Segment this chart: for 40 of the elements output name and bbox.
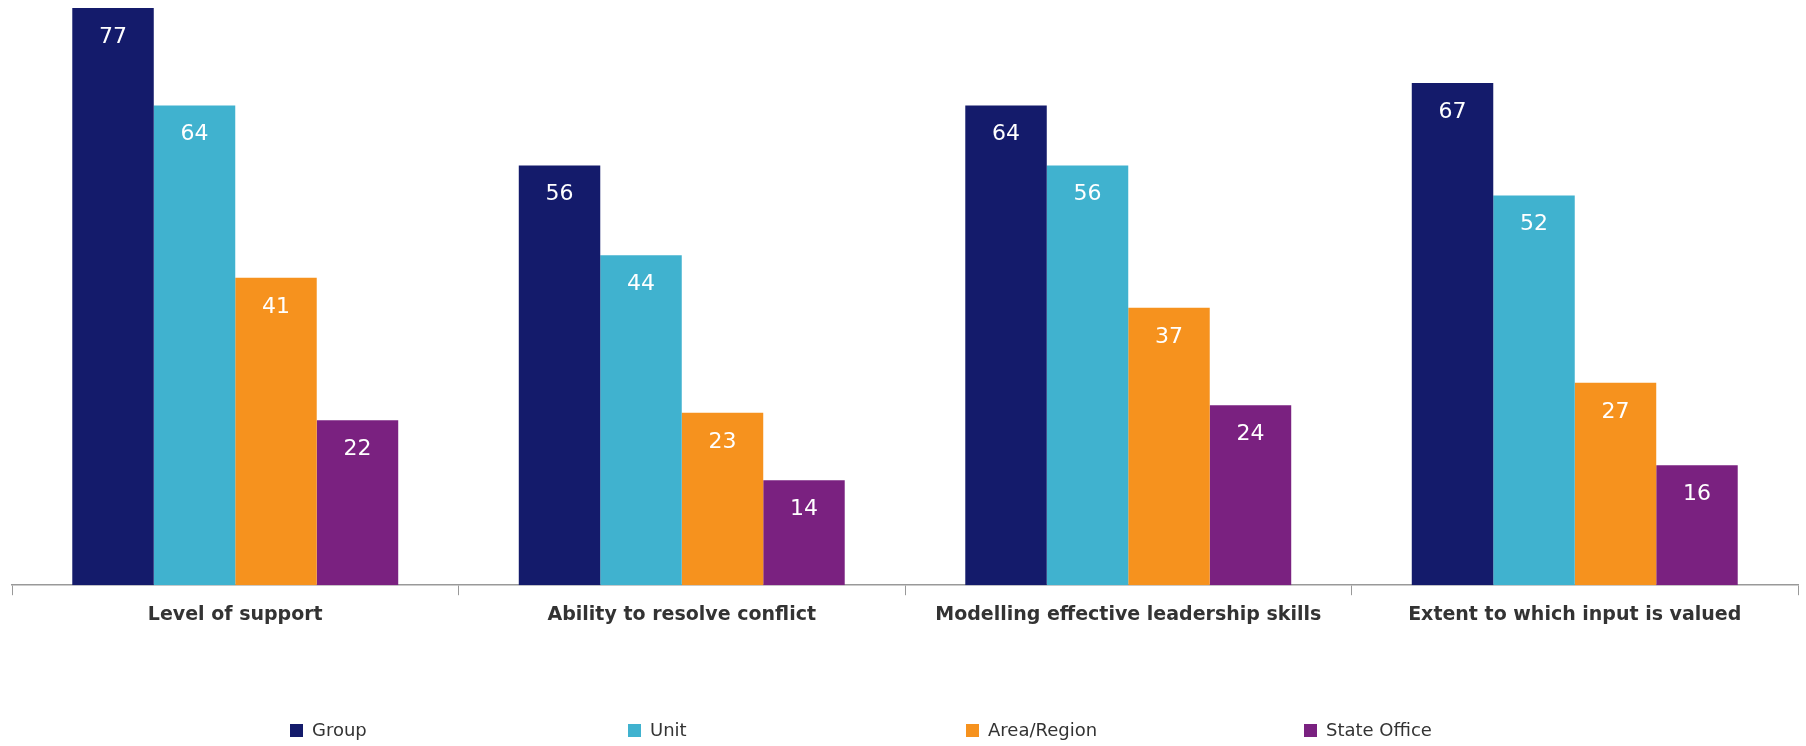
bar <box>1411 82 1494 586</box>
bar <box>681 412 764 586</box>
bar <box>72 8 154 586</box>
legend-label: State Office <box>1326 718 1432 740</box>
x-tick-label: Modelling effective leadership skills <box>935 601 1322 624</box>
bar <box>1574 382 1657 586</box>
data-label: 37 <box>1154 322 1183 348</box>
legend-label: Area/Region <box>988 718 1098 740</box>
legend-label: Unit <box>650 718 687 740</box>
bar <box>235 277 317 586</box>
bar <box>518 165 601 586</box>
data-label: 27 <box>1601 397 1630 423</box>
data-label: 64 <box>180 120 209 146</box>
data-label: 22 <box>343 435 372 460</box>
bar <box>965 105 1047 586</box>
data-label: 24 <box>1236 420 1265 446</box>
data-label: 52 <box>1520 210 1549 236</box>
x-tick-label: Level of support <box>147 601 323 624</box>
bar <box>153 105 236 586</box>
data-label: 41 <box>261 292 290 318</box>
bar <box>1493 195 1575 586</box>
data-label: 56 <box>1073 180 1102 206</box>
bar <box>316 420 399 586</box>
bar <box>600 255 682 586</box>
data-label: 56 <box>545 180 574 206</box>
data-label: 64 <box>992 120 1021 146</box>
bar <box>1209 405 1292 586</box>
bar <box>763 480 845 586</box>
data-label: 44 <box>627 270 656 296</box>
x-tick-label: Extent to which input is valued <box>1408 601 1742 624</box>
bar <box>1128 307 1210 586</box>
data-label: 67 <box>1438 97 1467 123</box>
data-label: 77 <box>99 22 128 48</box>
data-label: 14 <box>789 494 818 520</box>
bar <box>1656 465 1738 586</box>
data-label: 16 <box>1682 479 1711 505</box>
data-label: 23 <box>708 427 737 453</box>
bar <box>1046 165 1129 586</box>
x-tick-label: Ability to resolve conflict <box>547 601 816 624</box>
legend-label: Group <box>312 718 367 740</box>
